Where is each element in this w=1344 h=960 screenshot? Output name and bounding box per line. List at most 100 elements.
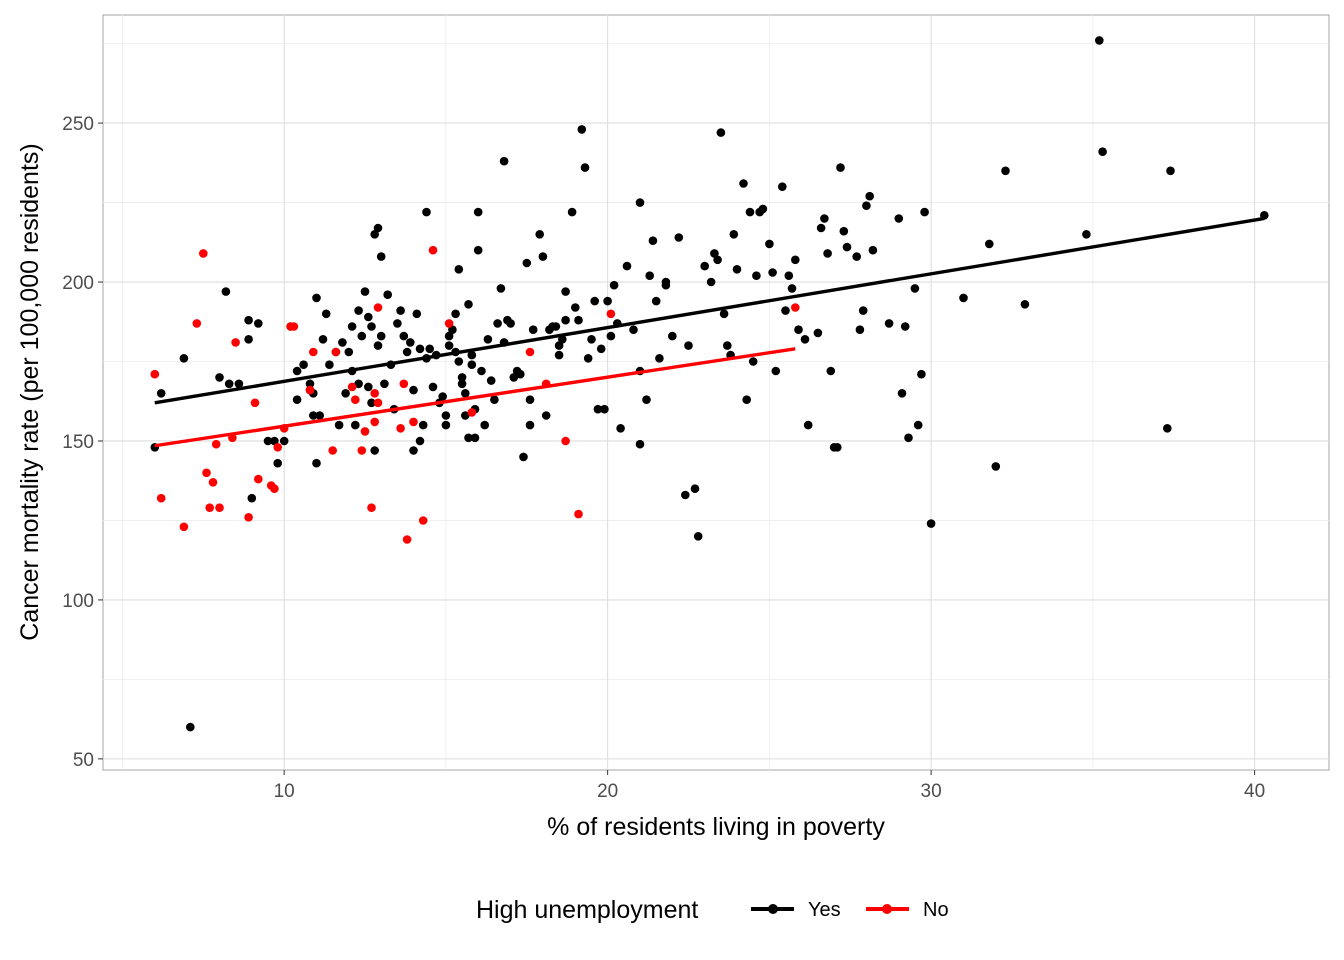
trend-line-no (154, 347, 796, 448)
point-yes (396, 306, 405, 315)
point-yes (1166, 166, 1175, 176)
point-yes (587, 335, 596, 344)
point-yes (312, 293, 321, 303)
point-no (606, 309, 616, 319)
point-yes (480, 420, 490, 430)
point-yes (836, 163, 845, 172)
point-no (202, 468, 211, 478)
point-yes (693, 532, 703, 541)
point-yes (156, 389, 166, 398)
point-no (289, 322, 299, 331)
point-no (418, 516, 428, 525)
point-yes (616, 424, 625, 433)
point-yes (253, 319, 263, 328)
point-yes (486, 376, 496, 385)
point-yes (292, 366, 302, 376)
point-yes (635, 198, 645, 207)
point-yes (215, 373, 224, 382)
point-yes (461, 389, 470, 398)
point-yes (1095, 36, 1104, 45)
point-yes (519, 452, 528, 462)
point-yes (629, 325, 638, 335)
point-yes (884, 319, 894, 328)
point-yes (247, 493, 257, 503)
point-yes (412, 309, 422, 319)
point-yes (516, 369, 525, 379)
y-tick-label: 50 (73, 750, 94, 771)
point-no (409, 417, 418, 427)
point-yes (985, 239, 994, 249)
point-yes (781, 306, 790, 315)
point-yes (855, 325, 865, 335)
point-yes (425, 344, 435, 354)
point-yes (186, 722, 195, 732)
point-yes (506, 319, 515, 328)
point-yes (784, 271, 794, 281)
point-yes (765, 239, 774, 249)
point-yes (645, 271, 654, 281)
point-no (399, 379, 409, 389)
point-yes (457, 373, 467, 382)
point-no (467, 408, 477, 417)
point-yes (803, 420, 813, 430)
point-yes (441, 411, 451, 420)
point-no (328, 446, 338, 455)
point-yes (351, 420, 360, 430)
point-yes (179, 354, 189, 363)
legend-label-yes: Yes (808, 899, 841, 921)
point-no (250, 398, 260, 408)
point-yes (791, 255, 800, 265)
point-no (305, 385, 315, 395)
point-yes (1098, 147, 1107, 156)
point-yes (651, 296, 661, 306)
point-yes (318, 335, 328, 344)
point-no (211, 439, 221, 449)
point-yes (418, 420, 428, 430)
point-yes (862, 201, 871, 210)
point-yes (681, 490, 690, 500)
point-yes (477, 366, 486, 376)
point-yes (309, 411, 318, 420)
legend-key-yes-point (768, 904, 778, 914)
point-yes (910, 284, 920, 293)
point-yes (716, 128, 726, 137)
point-yes (596, 344, 606, 354)
point-yes (467, 360, 477, 370)
point-yes (367, 322, 376, 331)
y-tick-label: 100 (62, 591, 94, 612)
trend-line-yes (154, 216, 1265, 405)
point-yes (561, 287, 570, 296)
x-tick-label: 20 (597, 781, 618, 802)
point-yes (244, 335, 253, 344)
point-yes (758, 204, 768, 214)
point-no (253, 474, 263, 484)
point-yes (739, 179, 748, 188)
point-yes (273, 458, 283, 468)
point-no (444, 319, 454, 328)
point-no (347, 382, 357, 392)
point-yes (279, 436, 289, 446)
point-yes (415, 344, 425, 354)
point-yes (778, 182, 787, 191)
point-yes (580, 163, 590, 172)
point-yes (842, 242, 852, 252)
point-yes (920, 207, 929, 217)
point-no (373, 303, 383, 312)
point-yes (839, 226, 849, 236)
point-yes (473, 245, 483, 255)
point-yes (554, 350, 564, 360)
x-axis-ticks: 10 20 30 40 (274, 770, 1265, 802)
point-yes (723, 341, 732, 350)
point-no (309, 347, 318, 357)
point-yes (642, 395, 651, 405)
point-yes (729, 230, 739, 239)
point-yes (622, 261, 632, 271)
point-no (270, 484, 279, 494)
point-yes (292, 395, 302, 405)
legend-item-no: No (866, 899, 949, 921)
point-yes (354, 379, 363, 389)
point-yes (926, 519, 936, 528)
point-yes (574, 315, 583, 325)
point-yes (748, 357, 758, 366)
point-yes (561, 315, 570, 325)
